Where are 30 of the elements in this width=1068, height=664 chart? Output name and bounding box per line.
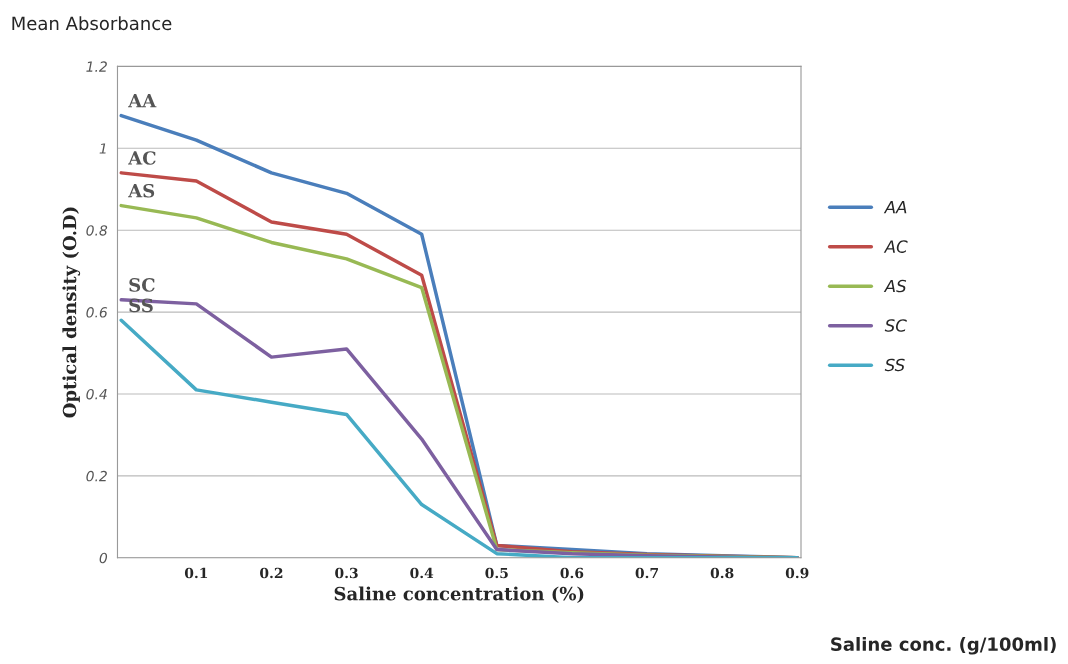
y-tick-label: 1 (99, 143, 106, 154)
x-tick-label: 0.2 (260, 567, 283, 579)
y-tick-label: 0.2 (86, 470, 107, 482)
x-tick-label: 0.4 (410, 567, 434, 579)
legend-label: AA (883, 201, 907, 214)
x-tick-label: 0.1 (184, 567, 208, 579)
y-tick-label: 1.2 (86, 61, 107, 72)
text: SC (129, 278, 155, 292)
text: AS (128, 183, 155, 198)
x-tick-label: 0.6 (560, 567, 584, 579)
y-axis-title: Optical density (O.D) (62, 207, 81, 418)
legend-label: AC (883, 240, 908, 253)
text: SS (129, 298, 153, 313)
y-tick-label: 0.4 (86, 388, 107, 400)
y-tick-label: 0.6 (86, 307, 108, 318)
legend-label: SC (884, 319, 907, 332)
x-tick-label: 0.5 (485, 567, 508, 579)
x-tick-label: 0.9 (785, 567, 809, 579)
text: Mean Absorbance (12, 16, 172, 31)
x-tick-label: 0.3 (335, 567, 358, 579)
text: Saline conc. (g/100ml) (831, 637, 1056, 655)
legend-label: SS (884, 358, 905, 372)
x-tick-label: 0.7 (635, 567, 658, 579)
x-tick-label: 0.8 (710, 567, 734, 579)
text: AA (128, 94, 157, 108)
y-tick-label: 0 (99, 552, 108, 564)
y-tick-label: 0.8 (86, 225, 108, 236)
x-axis-title: Saline concentration (%) (334, 586, 584, 604)
text: AC (128, 151, 156, 165)
legend-label: AS (883, 279, 907, 293)
